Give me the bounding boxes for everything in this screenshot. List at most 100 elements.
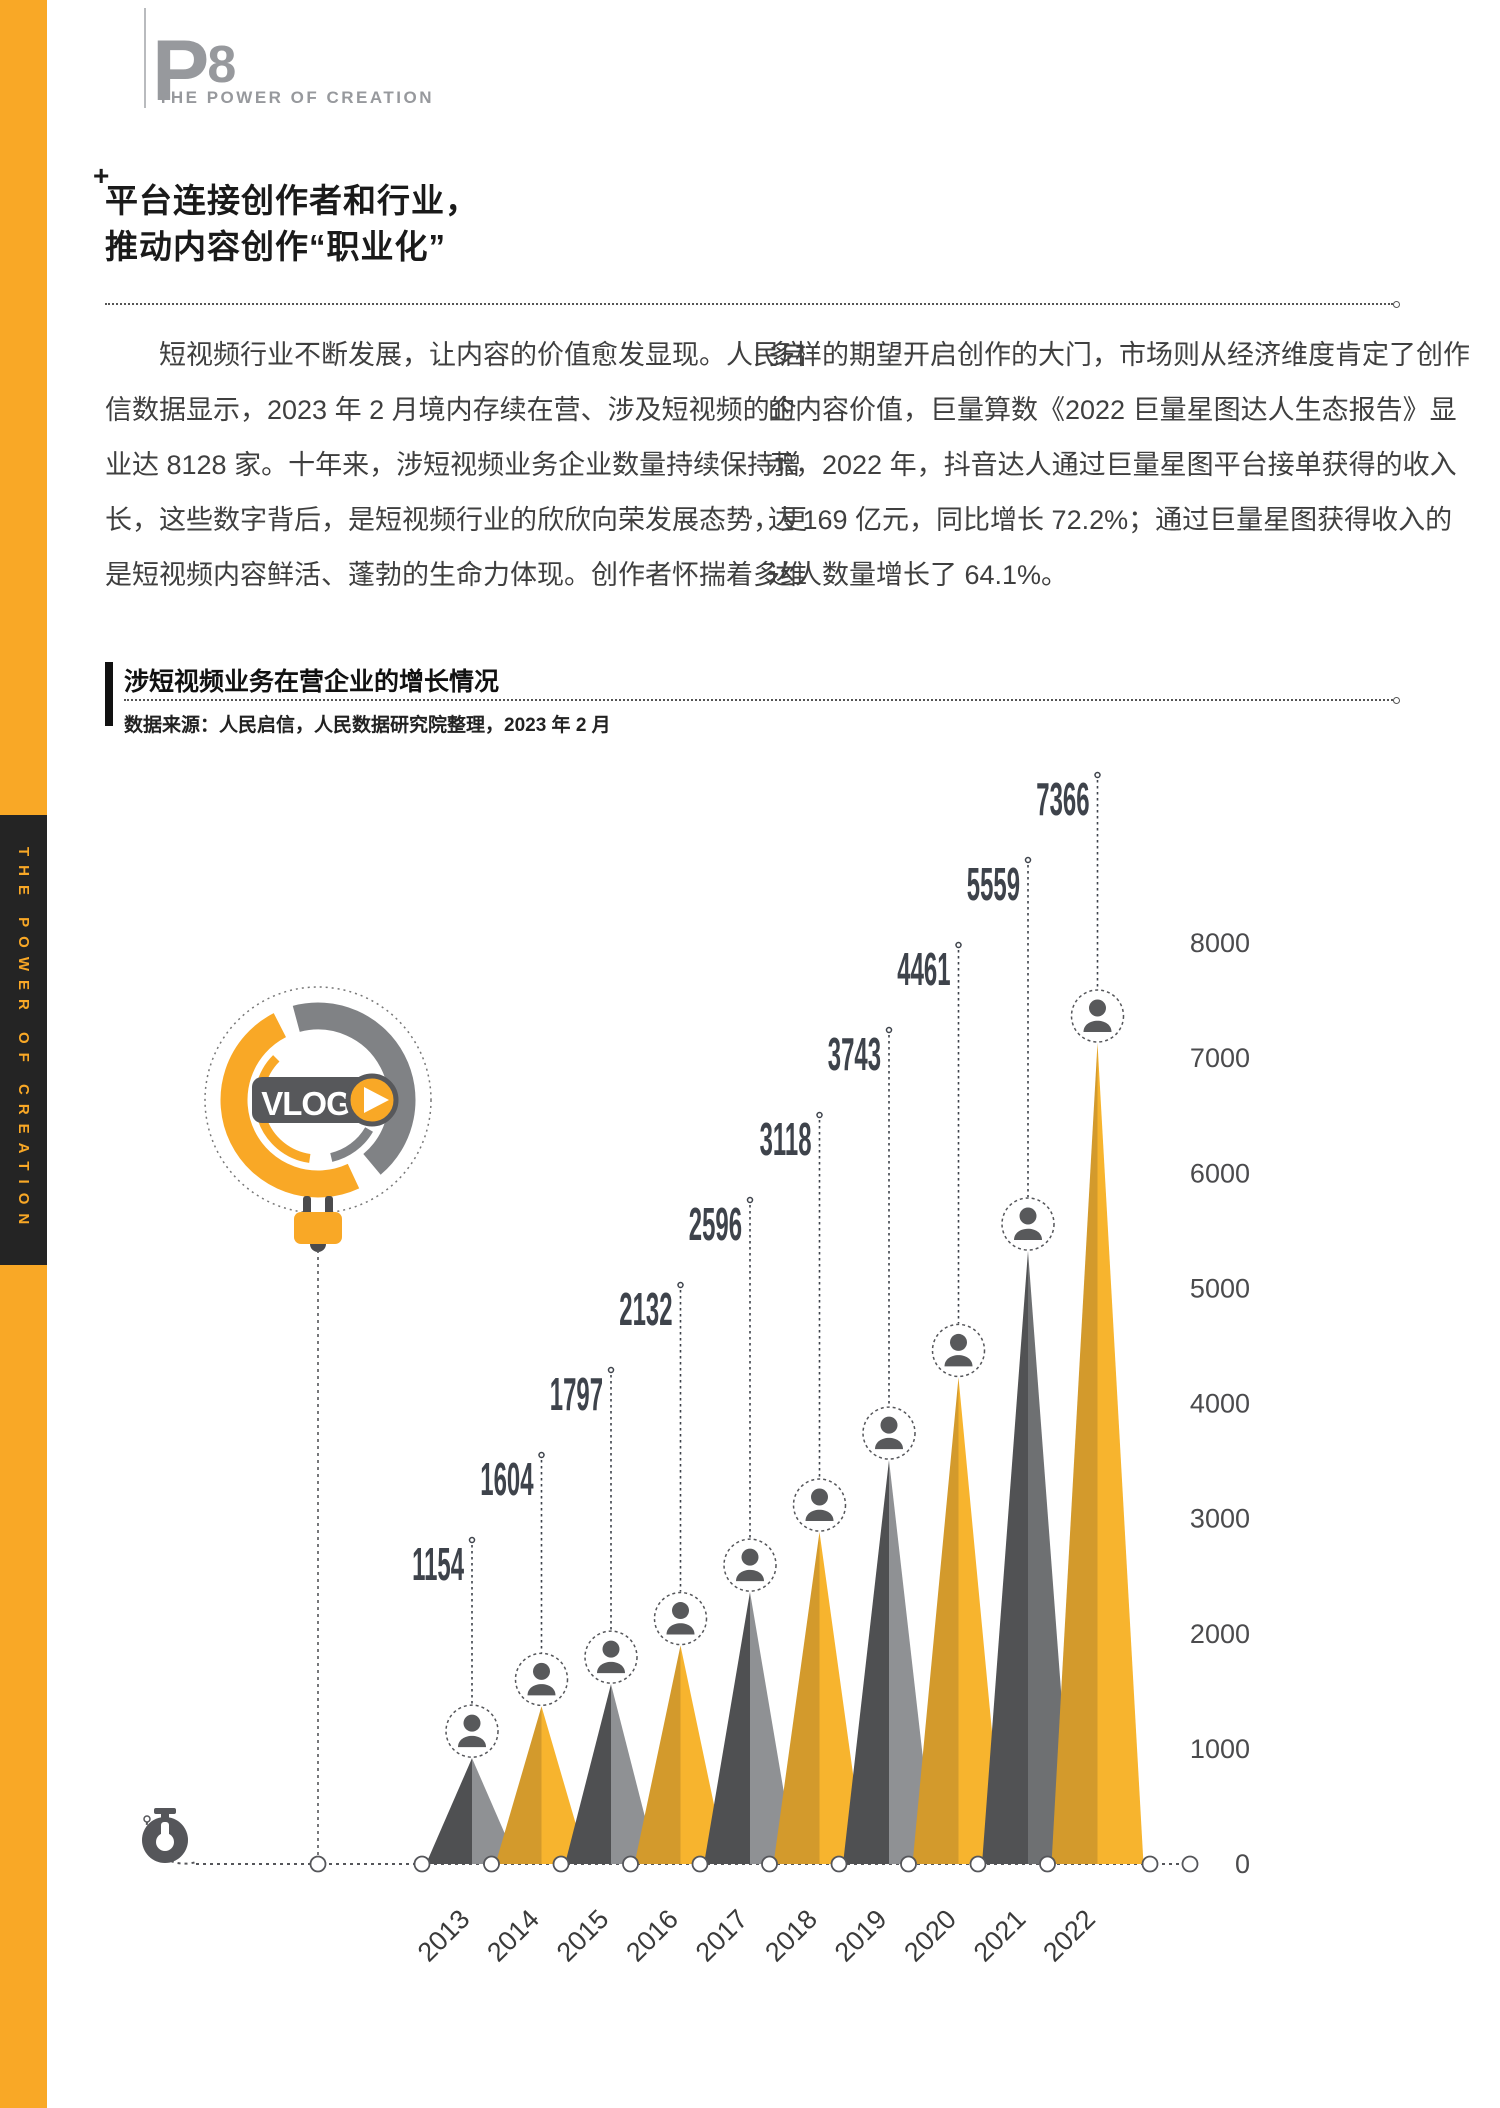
value-label-2017: 2596	[689, 1199, 742, 1250]
body-column-right: 多样的期望开启创作的大门，市场则从经济维度肯定了创作 的内容价值，巨量算数《202…	[768, 328, 1470, 603]
triangle-right-2020	[958, 1377, 1005, 1864]
value-label-2014: 1604	[480, 1454, 534, 1505]
separator-end-dot	[1393, 697, 1400, 704]
triangle-left-2022	[1051, 1042, 1098, 1864]
baseline-node	[483, 1855, 500, 1873]
body-text-line: 短视频行业不断发展，让内容的价值愈发显现。人民启	[159, 340, 807, 370]
x-tick-2021: 2021	[968, 1904, 1032, 1968]
plug-tip	[310, 1244, 326, 1252]
data-source: 数据来源：人民启信，人民数据研究院整理，2023 年 2 月	[124, 715, 611, 736]
x-tick-2022: 2022	[1037, 1904, 1101, 1968]
baseline-node	[761, 1855, 778, 1873]
y-tick-3000: 3000	[1190, 1504, 1250, 1534]
plus-mark-icon: +	[93, 160, 110, 191]
leader-top-dot	[607, 1366, 615, 1374]
y-tick-7000: 7000	[1190, 1043, 1250, 1073]
triangle-right-2013	[472, 1758, 518, 1864]
person-icon	[950, 1333, 967, 1351]
x-tick-2016: 2016	[620, 1904, 684, 1968]
header-subtitle: THE POWER OF CREATION	[158, 88, 435, 107]
triangle-left-2018	[773, 1532, 820, 1864]
triangle-right-2019	[889, 1460, 935, 1864]
plug-prong	[303, 1196, 311, 1216]
value-label-2020: 4461	[897, 944, 950, 995]
stopwatch-stem	[161, 1812, 169, 1820]
person-icon	[741, 1548, 759, 1566]
leader-top-dot	[468, 1536, 476, 1544]
body-text-line: 信数据显示，2023 年 2 月境内存续在营、涉及短视频的企	[105, 395, 797, 425]
section-title: 涉短视频业务在营企业的增长情况	[124, 668, 500, 696]
person-icon-body	[1014, 1228, 1042, 1241]
baseline-node	[309, 1855, 327, 1873]
body-text-line: 长，这些数字背后，是短视频行业的欣欣向荣发展态势，更	[105, 505, 807, 535]
vlog-badge-label: VLOG	[261, 1085, 351, 1122]
triangle-left-2013	[426, 1758, 472, 1864]
leader-top-dot	[538, 1451, 545, 1459]
body-text-line: 多样的期望开启创作的大门，市场则从经济维度肯定了创作	[768, 340, 1470, 370]
x-tick-2015: 2015	[551, 1904, 615, 1968]
baseline-node	[1181, 1855, 1199, 1873]
leader-top-dot	[677, 1281, 684, 1289]
person-icon-body	[527, 1684, 556, 1696]
person-icon-body	[944, 1355, 973, 1367]
stopwatch-cap	[154, 1808, 176, 1814]
person-icon	[880, 1416, 898, 1434]
baseline-node	[622, 1855, 639, 1873]
leader-top-dot	[746, 1196, 754, 1204]
value-label-2015: 1797	[550, 1369, 603, 1420]
header-rule	[144, 8, 146, 108]
baseline-node	[1039, 1855, 1056, 1873]
page-number-block: P8	[152, 28, 236, 114]
article-title-line2: 推动内容创作“职业化”	[105, 228, 446, 265]
triangle-left-2015	[565, 1684, 611, 1864]
baseline-node	[691, 1855, 709, 1873]
baseline-node	[413, 1855, 431, 1873]
plug-icon	[294, 1212, 342, 1244]
play-icon	[364, 1087, 389, 1113]
body-text-line: 业达 8128 家。十年来，涉短视频业务企业数量持续保持增	[105, 450, 802, 480]
vlog-gray-inner-arc	[330, 1127, 373, 1162]
triangle-left-2016	[634, 1645, 681, 1864]
person-icon	[463, 1714, 481, 1732]
value-label-2022: 7366	[1036, 774, 1089, 825]
person-icon-body	[458, 1735, 486, 1748]
person-icon-body	[597, 1661, 625, 1674]
leader-top-dot	[955, 941, 962, 949]
leader-top-dot	[1094, 771, 1101, 779]
body-text-line: 示，2022 年，抖音达人通过巨量星图平台接单获得的收入	[768, 450, 1457, 480]
stopwatch-pointer-ball	[156, 1833, 174, 1851]
person-icon	[672, 1602, 689, 1620]
person-icon	[533, 1662, 550, 1680]
body-column-left: 短视频行业不断发展，让内容的价值愈发显现。人民启信数据显示，2023 年 2 月…	[105, 328, 807, 603]
value-label-2016: 2132	[619, 1284, 672, 1335]
baseline-node	[1141, 1855, 1159, 1873]
body-text-line: 是短视频内容鲜活、蓬勃的生命力体现。创作者怀揣着多维	[105, 560, 807, 590]
side-rail-black-band: THE POWER OF CREATION	[0, 815, 47, 1265]
value-label-2013: 1154	[412, 1539, 464, 1590]
baseline-start-dot	[143, 1815, 151, 1823]
vlog-gray-arc	[292, 1002, 416, 1175]
baseline-node	[552, 1855, 570, 1873]
y-tick-4000: 4000	[1190, 1389, 1250, 1419]
triangle-right-2018	[819, 1532, 866, 1864]
y-tick-8000: 8000	[1190, 928, 1250, 958]
x-tick-2014: 2014	[481, 1904, 545, 1968]
body-text-line: 的内容价值，巨量算数《2022 巨量星图达人生态报告》显	[768, 395, 1457, 425]
plug-prong	[325, 1196, 333, 1216]
leader-top-dot	[885, 1026, 893, 1034]
y-tick-1000: 1000	[1190, 1734, 1250, 1764]
x-tick-2017: 2017	[690, 1904, 754, 1968]
vlog-badge	[252, 1077, 374, 1123]
triangle-right-2015	[611, 1684, 657, 1864]
triangle-left-2014	[495, 1706, 542, 1864]
y-tick-6000: 6000	[1190, 1158, 1250, 1188]
article-title: 平台连接创作者和行业， 推动内容创作“职业化”	[105, 178, 479, 270]
baseline-node	[969, 1855, 987, 1873]
person-icon	[811, 1488, 828, 1506]
person-icon-body	[736, 1569, 764, 1582]
article-title-line1: 平台连接创作者和行业，	[105, 182, 479, 219]
section-marker-bar	[105, 662, 113, 726]
triangle-left-2020	[912, 1377, 959, 1864]
